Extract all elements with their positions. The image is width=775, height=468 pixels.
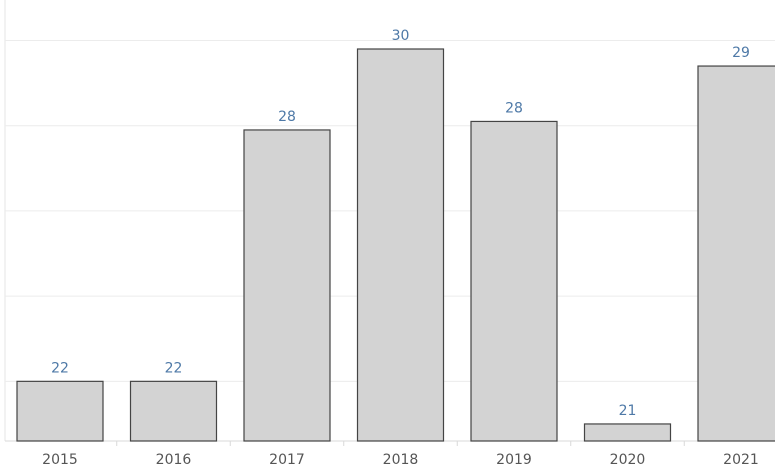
x-tick-label: 2018 xyxy=(383,452,419,468)
data-label: 29 xyxy=(732,45,750,61)
bar xyxy=(129,380,218,442)
data-label: 28 xyxy=(278,109,296,125)
bar xyxy=(16,380,104,442)
data-label: 21 xyxy=(619,403,637,419)
x-tick-label: 2015 xyxy=(42,452,78,468)
data-label: 22 xyxy=(165,360,183,376)
x-tick-label: 2017 xyxy=(269,452,305,468)
x-tick-label: 2020 xyxy=(610,452,646,468)
bar xyxy=(356,48,445,442)
x-tick-label: 2019 xyxy=(496,452,532,468)
data-label: 28 xyxy=(505,100,523,116)
bar xyxy=(697,65,775,442)
data-label: 30 xyxy=(392,28,410,44)
bar xyxy=(583,423,672,442)
x-tick-label: 2016 xyxy=(156,452,192,468)
data-label: 22 xyxy=(51,360,69,376)
x-tick-label: 2021 xyxy=(723,452,759,468)
bar xyxy=(470,120,558,442)
bar xyxy=(243,129,331,442)
